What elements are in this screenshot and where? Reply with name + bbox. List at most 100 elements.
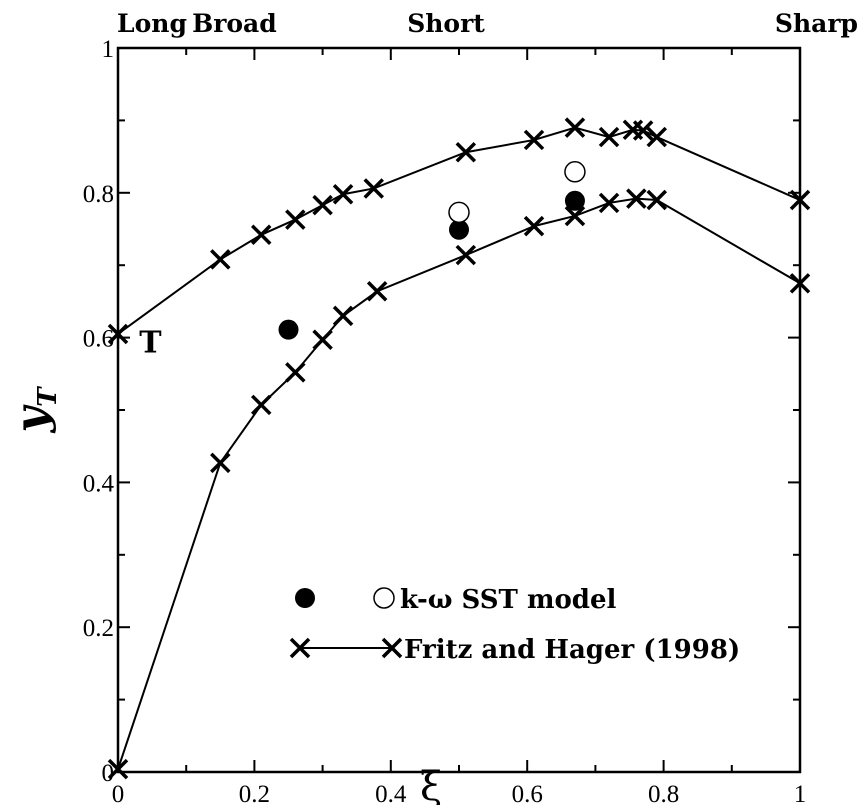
y-tick-label: 0.2: [83, 615, 114, 642]
axis-ticks: [117, 47, 801, 773]
y-axis-label-main: y: [6, 403, 57, 433]
data-point: [455, 244, 477, 266]
x-marker-stroke: [646, 126, 668, 148]
x-marker-stroke: [455, 244, 477, 266]
x-marker-stroke: [646, 189, 668, 211]
data-point: [598, 126, 620, 148]
x-tick-label: 0.4: [375, 781, 407, 805]
x-marker-stroke: [632, 120, 654, 141]
annotation-t: T: [139, 325, 162, 360]
data-point: [366, 281, 388, 302]
x-marker-stroke: [332, 184, 354, 205]
y-tick-label: 0.6: [83, 326, 114, 353]
x-marker-stroke: [285, 209, 306, 230]
y-tick-label: 0.4: [83, 470, 115, 497]
data-point: [598, 192, 620, 214]
series-0: [107, 117, 811, 345]
series-line: [117, 197, 801, 770]
x-marker-stroke: [789, 189, 811, 211]
x-marker-stroke: [523, 129, 545, 151]
data-point: [332, 184, 354, 205]
legend-label-fritz: Fritz and Hager (1998): [404, 635, 740, 665]
data-point: [523, 129, 545, 151]
x-marker-stroke: [312, 194, 333, 216]
data-point: [250, 224, 272, 246]
legend-x-marker: [289, 637, 311, 659]
x-marker-stroke: [564, 117, 586, 138]
data-point: [564, 117, 586, 138]
legend: k-ω SST model Fritz and Hager (1998): [289, 585, 740, 665]
y-axis-label: yT: [6, 386, 63, 434]
data-point: [646, 126, 668, 148]
x-marker-stroke: [363, 178, 384, 199]
data-point: [210, 452, 231, 474]
data-point: [285, 362, 306, 383]
data-point: [789, 273, 811, 294]
x-marker-stroke: [107, 323, 129, 345]
y-axis-label-sub: T: [33, 386, 63, 407]
top-label: Short: [407, 9, 485, 38]
data-point: [250, 394, 272, 416]
x-marker-stroke: [564, 205, 586, 227]
x-marker-stroke: [312, 329, 333, 351]
x-marker-stroke: [210, 249, 231, 270]
x-marker-stroke: [523, 215, 545, 237]
data-point: [523, 215, 545, 237]
y-tick-label: 0: [102, 760, 115, 787]
top-label: Long: [117, 9, 187, 38]
data-point: [564, 190, 585, 211]
x-marker-stroke: [622, 119, 644, 141]
y-tick-label: 0.8: [83, 181, 114, 208]
x-tick-label: 0.8: [648, 781, 679, 805]
data-point: [626, 188, 647, 209]
x-marker-stroke: [332, 305, 354, 327]
data-point: [632, 120, 654, 141]
x-marker-stroke: [598, 192, 620, 214]
data-point: [448, 201, 470, 224]
x-marker-stroke: [107, 758, 129, 780]
series-1: [107, 188, 811, 780]
data-point: [210, 249, 231, 270]
series-3: [448, 161, 586, 224]
data-point: [564, 205, 586, 227]
x-marker-stroke: [289, 637, 311, 659]
top-label: Sharp: [775, 9, 858, 38]
top-label: Broad: [192, 9, 277, 38]
x-marker-stroke: [366, 281, 388, 302]
x-marker-stroke: [381, 637, 403, 659]
legend-filled-circle: [295, 588, 315, 608]
legend-open-circle: [373, 587, 395, 609]
x-tick-label: 0.2: [239, 781, 270, 805]
data-point: [332, 305, 354, 327]
x-marker-stroke: [789, 273, 811, 294]
x-marker-stroke: [285, 362, 306, 383]
x-axis-label: ξ: [420, 764, 442, 805]
x-tick-label: 0: [112, 781, 125, 805]
data-point: [455, 142, 477, 163]
data-point: [449, 219, 469, 240]
x-tick-label: 0.6: [512, 781, 543, 805]
data-point: [312, 194, 333, 216]
data-point: [564, 161, 586, 183]
data-point: [285, 209, 306, 230]
data-point: [363, 178, 384, 199]
data-point: [312, 329, 333, 351]
x-tick-label: 1: [794, 781, 807, 805]
data-point: [107, 758, 129, 780]
x-marker-stroke: [210, 452, 231, 474]
data-point: [107, 323, 129, 345]
data-point: [278, 319, 299, 340]
data-point: [789, 189, 811, 211]
y-tick-label: 1: [102, 36, 115, 63]
series-2: [278, 190, 585, 340]
x-marker-stroke: [455, 142, 477, 163]
x-marker-stroke: [250, 224, 272, 246]
x-marker-stroke: [626, 188, 647, 209]
x-marker-stroke: [598, 126, 620, 148]
data-point: [646, 189, 668, 211]
legend-label-model: k-ω SST model: [400, 585, 617, 615]
x-marker-stroke: [250, 394, 272, 416]
series-layer: [107, 117, 811, 780]
